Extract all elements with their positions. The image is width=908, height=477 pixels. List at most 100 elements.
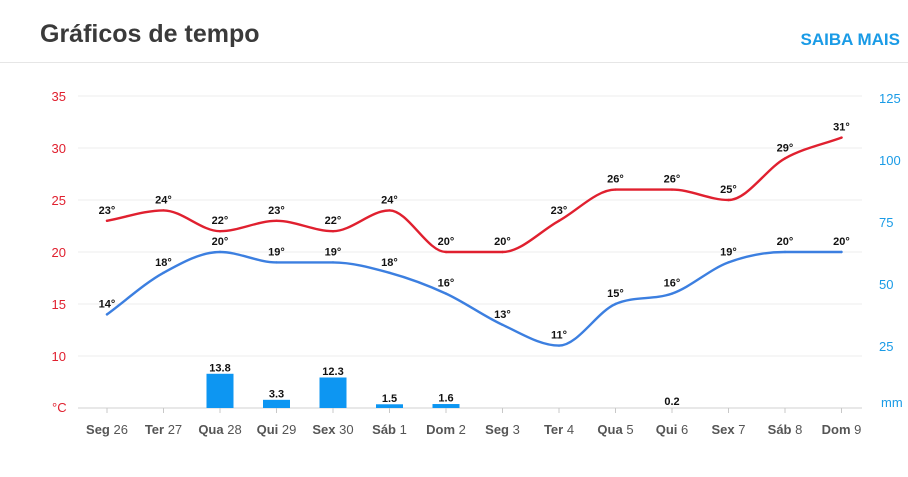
min-temp-point [727,261,730,264]
left-axis-unit: °C [52,400,67,415]
min-temp-point [840,250,843,254]
min-temp-point [105,313,109,316]
max-temp-label: 24° [381,194,398,206]
min-temp-label: 14° [99,298,116,310]
x-tick-label: Qua 28 [198,422,241,437]
rain-bar [263,399,290,408]
max-temp-point [727,198,730,202]
min-temp-point [388,271,391,274]
max-temp-label: 22° [212,215,229,227]
left-tick-label: 35 [52,89,66,104]
max-temp-label: 25° [720,184,737,196]
min-temp-label: 19° [720,246,737,258]
max-temp-point [162,209,165,212]
min-temp-label: 20° [212,236,229,248]
min-temp-point [557,344,561,347]
min-temp-label: 20° [777,236,794,248]
right-axis-unit: mm [881,395,903,410]
min-temp-label: 16° [664,278,681,290]
max-temp-label: 24° [155,194,172,206]
x-tick-label: Ter 4 [544,422,574,437]
min-temp-label: 15° [607,288,624,300]
x-tick-label: Sex 7 [712,422,746,437]
left-tick-label: 10 [52,349,66,364]
right-tick-label: 100 [879,153,901,168]
right-tick-label: 50 [879,277,893,292]
min-temp-point [670,292,674,295]
x-tick-label: Seg 26 [86,422,128,437]
max-temp-point [218,230,222,233]
rain-bar [206,373,234,408]
rain-label: 12.3 [322,366,343,378]
x-tick-label: Ter 27 [145,422,182,437]
max-temp-label: 23° [268,205,285,217]
max-temp-label: 23° [551,205,568,217]
max-temp-label: 26° [607,174,624,186]
x-tick-label: Qui 29 [257,422,297,437]
saiba-mais-link[interactable]: SAIBA MAIS [800,30,901,49]
min-temp-point [218,250,222,254]
max-temp-point [388,209,391,212]
min-temp-label: 11° [551,330,567,342]
min-temp-point [275,261,278,264]
max-temp-label: 23° [99,205,116,217]
min-temp-label: 19° [325,246,342,258]
rain-label: 0.2 [664,396,679,408]
max-temp-point [501,250,504,254]
min-temp-label: 18° [381,257,398,269]
min-temp-label: 20° [833,236,850,248]
max-temp-point [444,250,448,254]
min-temp-label: 16° [438,278,455,290]
min-temp-line [105,250,843,347]
max-temp-point [614,188,617,191]
x-tick-label: Sáb 1 [372,422,407,437]
rain-label: 1.5 [382,393,397,405]
rain-bar [319,377,347,408]
left-tick-label: 15 [52,297,66,312]
max-temp-label: 20° [438,236,455,248]
page-title: Gráficos de tempo [40,20,260,48]
x-tick-label: Sex 30 [312,422,353,437]
max-temp-label: 20° [494,236,511,248]
max-temp-point [331,230,335,233]
max-temp-label: 22° [325,215,342,227]
max-temp-line [105,136,843,254]
max-temp-point [840,136,843,139]
rain-bar [432,404,460,408]
min-temp-label: 13° [494,309,511,321]
max-temp-point [557,219,561,222]
min-temp-point [783,250,787,254]
right-tick-label: 25 [879,339,893,354]
left-tick-label: 30 [52,141,66,156]
min-temp-point [614,302,617,306]
max-temp-label: 31° [833,122,850,134]
max-temp-label: 26° [664,174,681,186]
rain-label: 13.8 [209,362,230,374]
x-tick-label: Dom 9 [822,422,862,437]
min-temp-point [501,323,504,326]
weather-chart: 10 15 20 25 30 35 °C 25 50 75 100 125 mm Seg 26 Ter 27… [52,89,903,437]
chart-header: Gráficos de tempo SAIBA MAIS [0,0,908,63]
max-temp-point [105,219,109,222]
x-tick-label: Seg 3 [485,422,520,437]
max-temp-point [783,157,787,160]
left-tick-label: 20 [52,245,66,260]
right-tick-label: 75 [879,215,893,230]
min-temp-point [331,261,335,264]
x-tick-label: Qui 6 [656,422,689,437]
right-tick-label: 125 [879,91,901,106]
max-temp-point [275,219,278,222]
x-tick-label: Qua 5 [597,422,633,437]
max-temp-point [670,188,674,191]
x-tick-label: Dom 2 [426,422,466,437]
min-temp-point [162,271,165,274]
left-tick-label: 25 [52,193,66,208]
min-temp-label: 18° [155,257,172,269]
x-tick-label: Sáb 8 [768,422,803,437]
rain-label: 1.6 [438,393,453,405]
min-temp-label: 19° [268,246,285,258]
max-temp-label: 29° [777,142,794,154]
min-temp-point [444,292,448,295]
rain-bar [376,404,403,408]
rain-label: 3.3 [269,388,284,400]
